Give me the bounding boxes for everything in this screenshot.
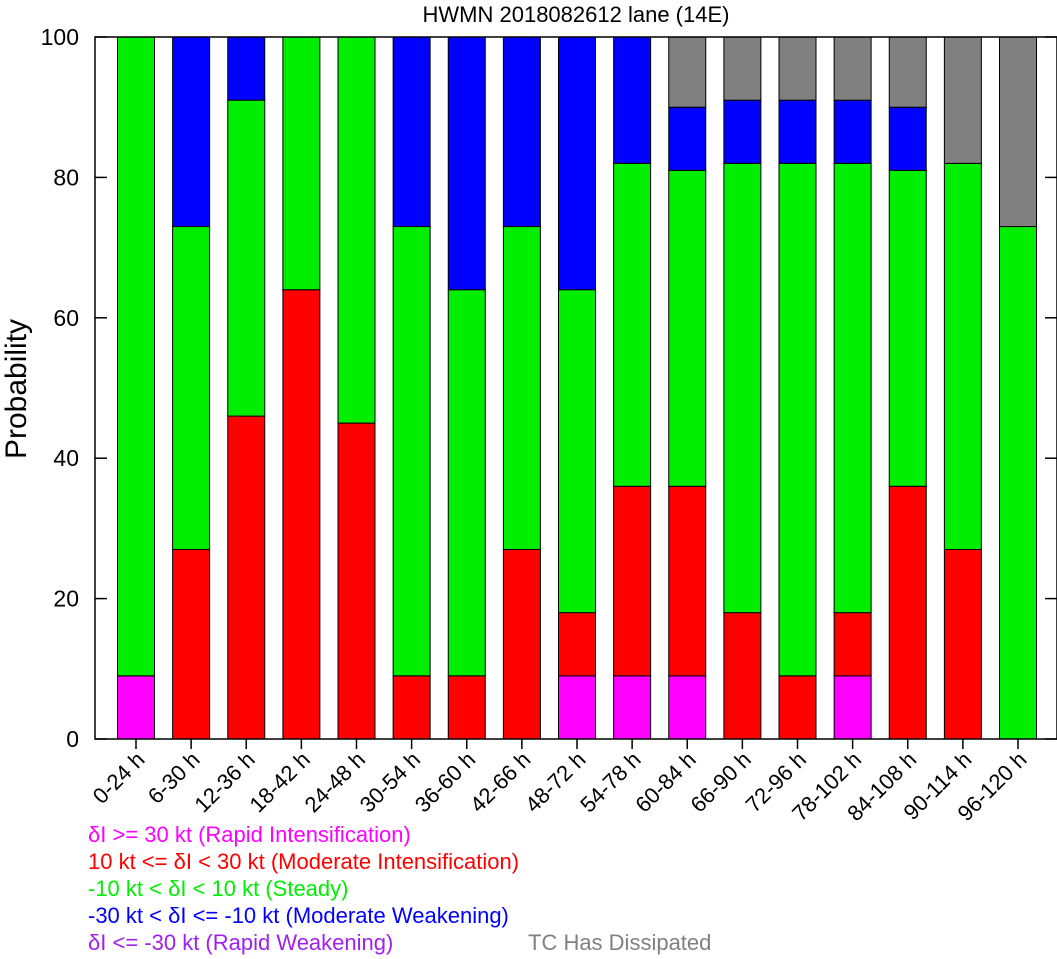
bar-segment-12-36h-s3	[227, 36, 266, 101]
bar-segment-6-30h-s2	[172, 226, 211, 550]
x-tick-label-7: 42-66 h	[465, 747, 535, 817]
bar-segment-66-90h-s2	[723, 162, 762, 614]
bar-segment-18-42h-s2	[282, 36, 321, 291]
bar-segment-60-84h-s5	[668, 36, 707, 108]
plot-frame	[94, 36, 1057, 740]
y-tick-label-20: 20	[53, 586, 79, 612]
bar-segment-48-72h-s2	[558, 289, 596, 614]
bar-segment-54-78h-s0	[613, 675, 652, 740]
bar-segment-48-72h-s1	[558, 612, 596, 677]
bar-segment-0-24h-s2	[117, 36, 155, 677]
bar-segment-78-102h-s3	[833, 99, 872, 164]
bar-segment-78-102h-s2	[833, 162, 872, 614]
bar-segment-66-90h-s5	[723, 36, 762, 101]
bar-segment-18-42h-s1	[282, 289, 321, 740]
bar-segment-72-96h-s5	[778, 36, 817, 101]
bar-segment-42-66h-s2	[502, 226, 541, 550]
x-tick-label-9: 54-78 h	[575, 747, 645, 817]
bar-segment-72-96h-s1	[778, 675, 817, 740]
bar-segment-36-60h-s2	[447, 289, 486, 677]
bar-segment-84-108h-s1	[888, 485, 927, 740]
y-tick-label-100: 100	[41, 24, 79, 50]
bar-segment-96-120h-s2	[999, 226, 1037, 740]
bar-segment-6-30h-s3	[172, 36, 211, 228]
x-tick-label-4: 24-48 h	[300, 747, 370, 817]
bar-segment-54-78h-s1	[613, 485, 652, 677]
y-tick-label-80: 80	[53, 164, 79, 190]
bar-segment-48-72h-s3	[558, 36, 596, 291]
bar-segment-66-90h-s3	[723, 99, 762, 164]
bar-segment-12-36h-s2	[227, 99, 266, 417]
x-tick-label-8: 48-72 h	[520, 747, 590, 817]
bar-segment-30-54h-s3	[392, 36, 431, 228]
bar-segment-90-114h-s2	[943, 162, 982, 550]
bar-segment-24-48h-s1	[337, 422, 376, 740]
bar-segment-84-108h-s3	[888, 106, 927, 171]
legend-steady: -10 kt < δI < 10 kt (Steady)	[88, 876, 349, 901]
bar-segment-72-96h-s2	[778, 162, 817, 677]
bar-segment-48-72h-s0	[558, 675, 596, 740]
bar-segment-60-84h-s3	[668, 106, 707, 171]
legend-rapid-weakening: δI <= -30 kt (Rapid Weakening)	[88, 930, 394, 955]
bar-segment-84-108h-s2	[888, 169, 927, 487]
y-tick-label-40: 40	[53, 445, 79, 471]
x-tick-label-2: 12-36 h	[189, 747, 259, 817]
y-tick-label-60: 60	[53, 305, 79, 331]
x-tick-label-0: 0-24 h	[88, 747, 150, 809]
bar-segment-78-102h-s1	[833, 612, 872, 677]
bar-segment-60-84h-s2	[668, 169, 707, 487]
bar-segment-12-36h-s1	[227, 415, 266, 740]
x-tick-label-10: 60-84 h	[630, 747, 700, 817]
x-tick-label-3: 18-42 h	[244, 747, 314, 817]
y-axis-ticks: 0 20 40 60 80 100	[41, 24, 1057, 752]
legend-dissipated: TC Has Dissipated	[528, 930, 712, 955]
bar-segment-36-60h-s3	[447, 36, 486, 291]
legend-moderate-weakening: -30 kt < δI <= -10 kt (Moderate Weakenin…	[88, 903, 509, 928]
bar-segment-84-108h-s5	[888, 36, 927, 108]
bar-segment-96-120h-s5	[999, 36, 1037, 228]
bar-segment-60-84h-s0	[668, 675, 707, 740]
bar-segment-90-114h-s5	[943, 36, 982, 164]
legend-rapid-intensification: δI >= 30 kt (Rapid Intensification)	[88, 822, 411, 847]
bar-group	[117, 36, 1037, 740]
x-axis-ticks: 0-24 h6-30 h12-36 h18-42 h24-48 h30-54 h…	[88, 739, 1032, 826]
bar-segment-54-78h-s3	[613, 36, 652, 164]
bar-segment-60-84h-s1	[668, 485, 707, 677]
y-axis-label: Probability	[0, 319, 33, 459]
x-tick-label-5: 30-54 h	[355, 747, 425, 817]
bar-segment-42-66h-s3	[502, 36, 541, 228]
bar-segment-30-54h-s2	[392, 226, 431, 677]
bar-segment-30-54h-s1	[392, 675, 431, 740]
x-tick-label-6: 36-60 h	[410, 747, 480, 817]
bar-segment-54-78h-s2	[613, 162, 652, 487]
bar-segment-42-66h-s1	[502, 548, 541, 740]
legend-moderate-intensification: 10 kt <= δI < 30 kt (Moderate Intensific…	[88, 849, 520, 874]
bar-segment-0-24h-s0	[117, 675, 155, 740]
bar-segment-36-60h-s1	[447, 675, 486, 740]
bar-segment-90-114h-s1	[943, 548, 982, 740]
bar-segment-78-102h-s5	[833, 36, 872, 101]
bar-segment-24-48h-s2	[337, 36, 376, 424]
x-tick-label-11: 66-90 h	[685, 747, 755, 817]
bar-segment-78-102h-s0	[833, 675, 872, 740]
bar-segment-72-96h-s3	[778, 99, 817, 164]
y-tick-label-0: 0	[66, 726, 79, 752]
bar-segment-6-30h-s1	[172, 548, 211, 740]
bar-segment-66-90h-s1	[723, 612, 762, 740]
chart-title: HWMN 2018082612 lane (14E)	[423, 2, 730, 27]
